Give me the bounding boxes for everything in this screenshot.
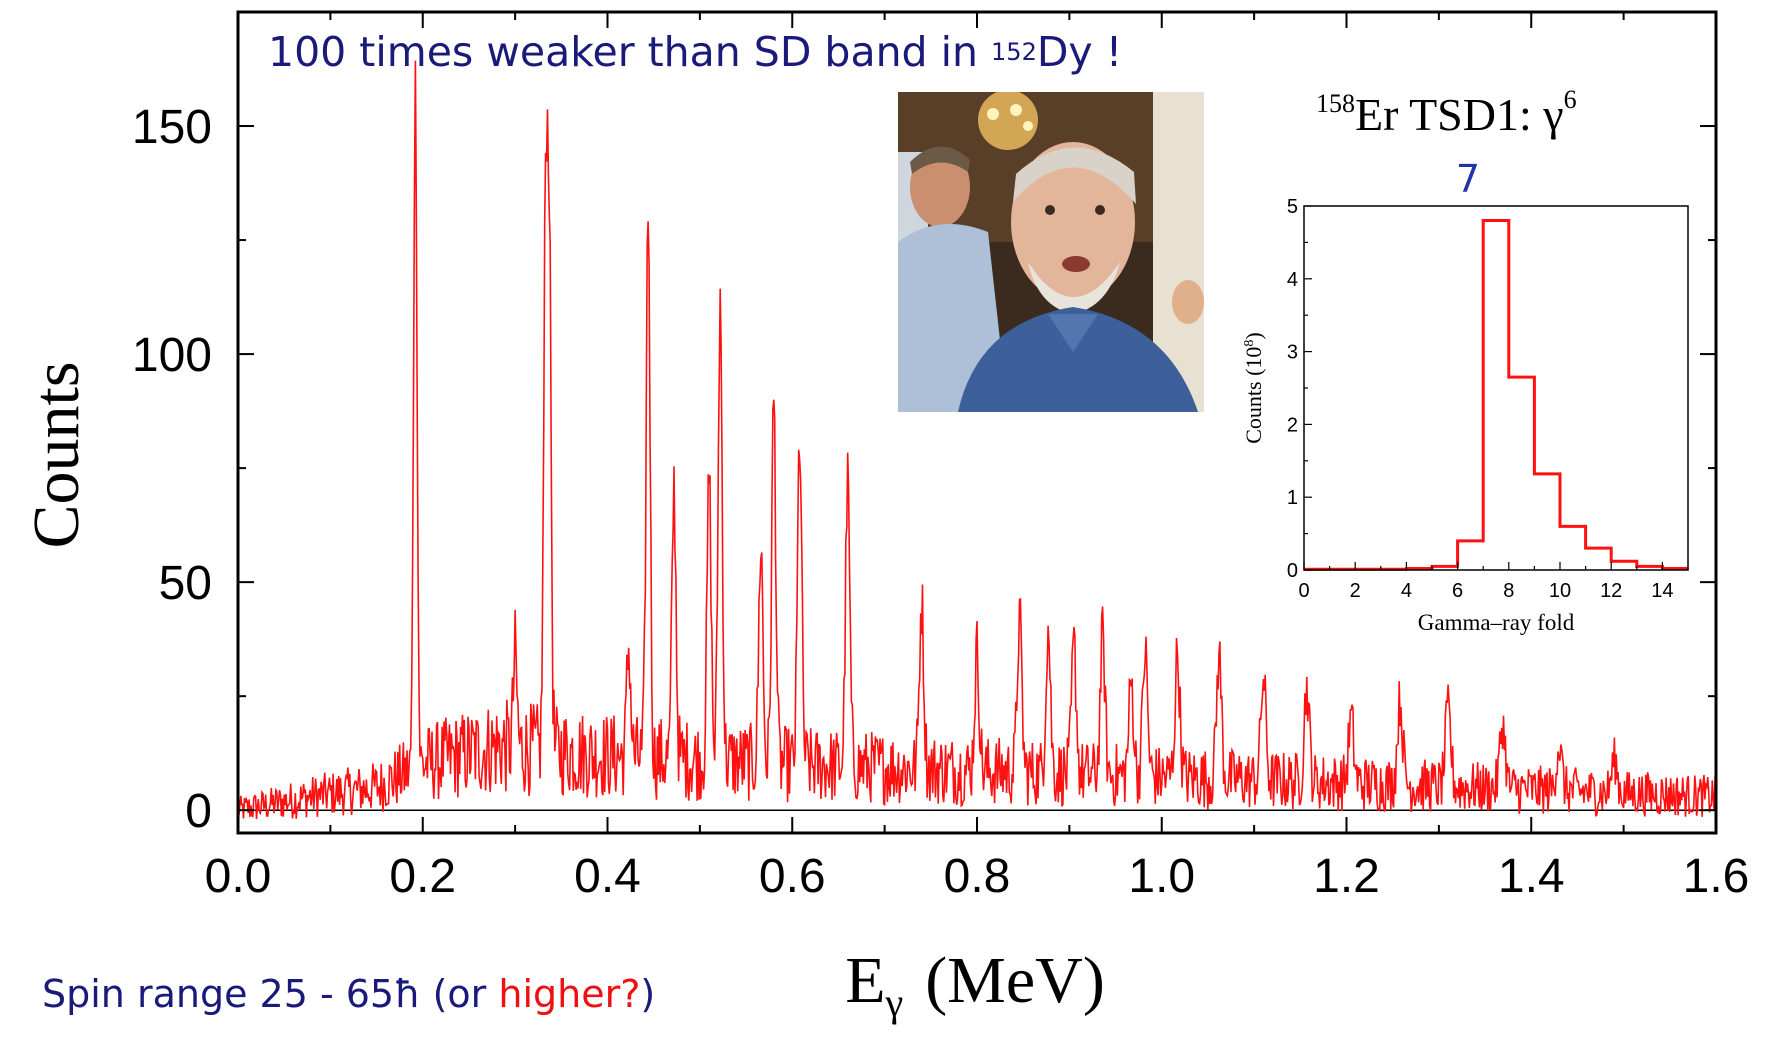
inset-histogram-series	[1304, 219, 1688, 571]
headline-nuclide-mass: 152	[991, 38, 1037, 66]
x-axis-title: Eγ (MeV)	[845, 944, 1105, 1025]
x-axis-title-subscript: γ	[885, 980, 904, 1025]
inset-title-mass: 158	[1316, 89, 1355, 118]
inset-y-axis-title: Counts (108)	[1241, 332, 1266, 444]
inset-y-axis-title-text: Counts (10	[1241, 347, 1266, 444]
inset-x-tick-label: 14	[1651, 580, 1673, 602]
headline-nuclide-symbol: Dy !	[1036, 28, 1123, 76]
x-tick-label: 0.6	[759, 850, 826, 903]
headline-text: 100 times weaker than SD band in	[268, 28, 992, 76]
inset-x-tick-label: 12	[1600, 580, 1622, 602]
x-axis-title-symbol: E	[845, 944, 885, 1017]
x-tick-label: 1.6	[1683, 850, 1750, 903]
x-tick-label: 1.0	[1128, 850, 1195, 903]
main-spectrum-plot: 0.0 0.2 0.4 0.6 0.8 1.0 1.2 1.4 1.6050100150Coun…	[20, 10, 1750, 1025]
x-tick-label: 1.4	[1498, 850, 1565, 903]
y-tick-label: 100	[132, 329, 212, 382]
inset-title: 158Er TSD1: γ6	[1316, 85, 1577, 140]
y-tick-label: 150	[132, 101, 212, 154]
y-tick-label: 50	[159, 557, 212, 610]
x-tick-label: 0.4	[574, 850, 641, 903]
x-axis-title-unit: (MeV)	[925, 944, 1105, 1017]
inset-x-tick-label: 4	[1401, 580, 1412, 602]
x-tick-label: 0.8	[944, 850, 1011, 903]
spin-range-highlight: higher?	[498, 972, 641, 1016]
y-axis-title: Counts	[20, 361, 93, 548]
inset-y-tick-label: 1	[1287, 487, 1298, 509]
inset-y-tick-label: 2	[1287, 414, 1298, 436]
inset-x-tick-label: 0	[1298, 580, 1309, 602]
inset-y-tick-label: 0	[1287, 560, 1298, 582]
x-tick-label: 0.2	[389, 850, 456, 903]
inset-y-axis-title-exponent: 8	[1242, 340, 1257, 347]
x-tick-label: 1.2	[1313, 850, 1380, 903]
spin-range-note: Spin range 25 - 65ħ (or higher?)	[42, 972, 655, 1016]
headline-annotation: 100 times weaker than SD band in 152Dy !	[268, 28, 1122, 76]
spin-range-prefix: Spin range 25 - 65ħ (or	[42, 972, 499, 1016]
inset-frame	[1303, 205, 1689, 571]
inset-x-axis-title: Gamma–ray fold	[1418, 610, 1575, 635]
inset-y-tick-label: 5	[1287, 196, 1298, 218]
inset-y-tick-label: 4	[1287, 269, 1298, 291]
spectrum-series-line	[237, 60, 1717, 819]
photo-of-two-men-icon	[898, 92, 1204, 412]
inset-x-tick-label: 6	[1452, 580, 1463, 602]
inset-title-superscript: 6	[1564, 85, 1577, 114]
x-tick-label: 0.0	[205, 850, 272, 903]
inset-x-tick-label: 10	[1549, 580, 1571, 602]
inset-y-tick-label: 3	[1287, 342, 1298, 364]
spin-range-suffix: )	[640, 972, 656, 1016]
inset-title-text: Er TSD1: γ	[1355, 89, 1564, 140]
inset-peak-annotation: 7	[1456, 157, 1480, 201]
y-tick-label: 0	[185, 785, 212, 838]
inset-x-tick-label: 2	[1350, 580, 1361, 602]
inset-y-axis-title-close: )	[1241, 332, 1266, 339]
inset-x-tick-label: 8	[1503, 580, 1514, 602]
